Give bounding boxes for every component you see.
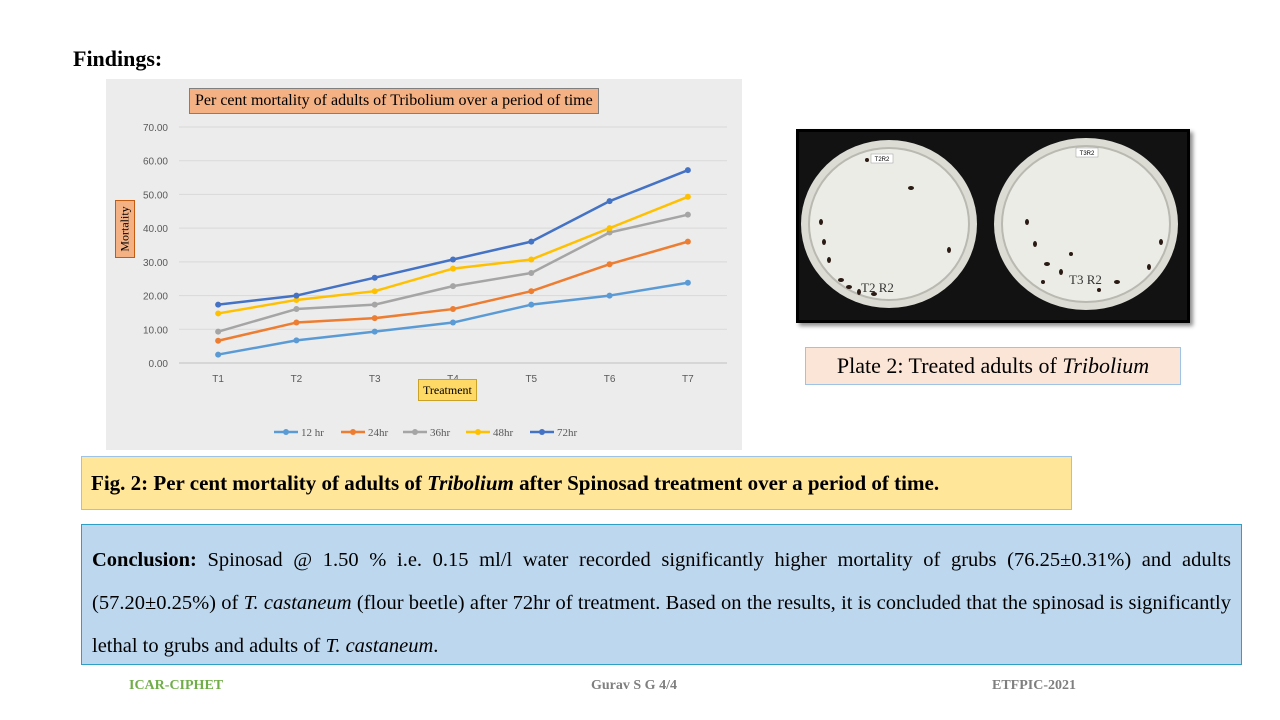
data-point — [450, 256, 456, 263]
data-point — [450, 319, 456, 326]
data-point — [684, 167, 691, 174]
series-line — [217, 281, 689, 356]
data-point — [528, 288, 535, 295]
conclusion-box: Conclusion: Spinosad @ 1.50 % i.e. 0.15 … — [81, 524, 1242, 665]
conclusion-label: Conclusion: — [92, 549, 197, 571]
svg-text:T2R2: T2R2 — [875, 157, 890, 163]
x-tick-label: T7 — [682, 374, 694, 385]
data-point — [684, 193, 691, 200]
chart-title: Per cent mortality of adults of Triboliu… — [189, 88, 599, 114]
data-point — [606, 229, 613, 236]
y-tick-label: 0.00 — [149, 359, 169, 370]
x-tick-label: T2 — [291, 374, 303, 385]
legend-label: 12 hr — [301, 427, 324, 439]
data-point — [371, 328, 378, 335]
data-point — [215, 328, 222, 335]
data-point — [293, 292, 300, 299]
svg-text:T2 R2: T2 R2 — [861, 280, 894, 295]
x-tick-label: T6 — [604, 374, 616, 385]
y-axis-label: Mortality — [115, 200, 135, 258]
footer-organization: ICAR-CIPHET — [129, 678, 224, 693]
data-point — [293, 319, 300, 326]
data-point — [293, 337, 300, 344]
plate-caption: Plate 2: Treated adults of Tribolium — [805, 347, 1181, 385]
x-tick-label: T3 — [369, 374, 381, 385]
y-tick-label: 50.00 — [143, 190, 168, 201]
data-point — [371, 301, 378, 308]
data-point — [606, 261, 613, 268]
legend-label: 48hr — [493, 427, 514, 439]
data-point — [450, 283, 456, 290]
footer-event: ETFPIC-2021 — [992, 678, 1076, 693]
series-line — [217, 240, 689, 342]
y-tick-label: 40.00 — [143, 224, 168, 235]
legend-marker — [350, 429, 356, 435]
data-point — [606, 225, 613, 232]
svg-text:T3R2: T3R2 — [1080, 151, 1095, 157]
data-point — [215, 310, 222, 317]
legend-marker — [283, 429, 289, 435]
x-tick-label: T1 — [212, 374, 224, 385]
data-point — [606, 198, 613, 205]
data-point — [215, 337, 222, 344]
legend-marker — [539, 429, 545, 435]
photo-illustration: T2R2 T3R2 T2 R2 T3 R2 — [799, 132, 1187, 320]
data-point — [450, 306, 456, 313]
y-tick-label: 70.00 — [143, 123, 168, 134]
data-point — [684, 211, 691, 218]
data-point — [528, 269, 535, 276]
y-tick-label: 30.00 — [143, 258, 168, 269]
data-point — [371, 274, 378, 281]
y-tick-label: 20.00 — [143, 292, 168, 303]
data-point — [528, 256, 535, 263]
data-point — [293, 296, 300, 303]
series-line — [217, 213, 689, 333]
data-point — [606, 292, 613, 299]
legend-marker — [475, 429, 481, 435]
legend-label: 24hr — [368, 427, 389, 439]
figure-caption: Fig. 2: Per cent mortality of adults of … — [81, 456, 1072, 510]
svg-text:T3 R2: T3 R2 — [1069, 272, 1102, 287]
data-point — [371, 315, 378, 322]
legend-marker — [412, 429, 418, 435]
data-point — [684, 238, 691, 245]
data-point — [450, 265, 456, 272]
data-point — [528, 301, 535, 308]
petri-dish-photo: T2R2 T3R2 T2 R2 T3 R2 — [796, 129, 1190, 323]
data-point — [293, 306, 300, 313]
y-tick-label: 60.00 — [143, 157, 168, 168]
findings-heading: Findings: — [73, 46, 163, 71]
x-axis-label: Treatment — [418, 379, 477, 401]
x-tick-label: T5 — [525, 374, 537, 385]
legend-label: 36hr — [430, 427, 451, 439]
footer-author-page: Gurav S G 4/4 — [591, 678, 677, 693]
legend-label: 72hr — [557, 427, 578, 439]
data-point — [215, 351, 222, 358]
data-point — [684, 279, 691, 286]
data-point — [371, 288, 378, 295]
data-point — [215, 301, 222, 308]
data-point — [528, 238, 535, 245]
y-tick-label: 10.00 — [143, 325, 168, 336]
